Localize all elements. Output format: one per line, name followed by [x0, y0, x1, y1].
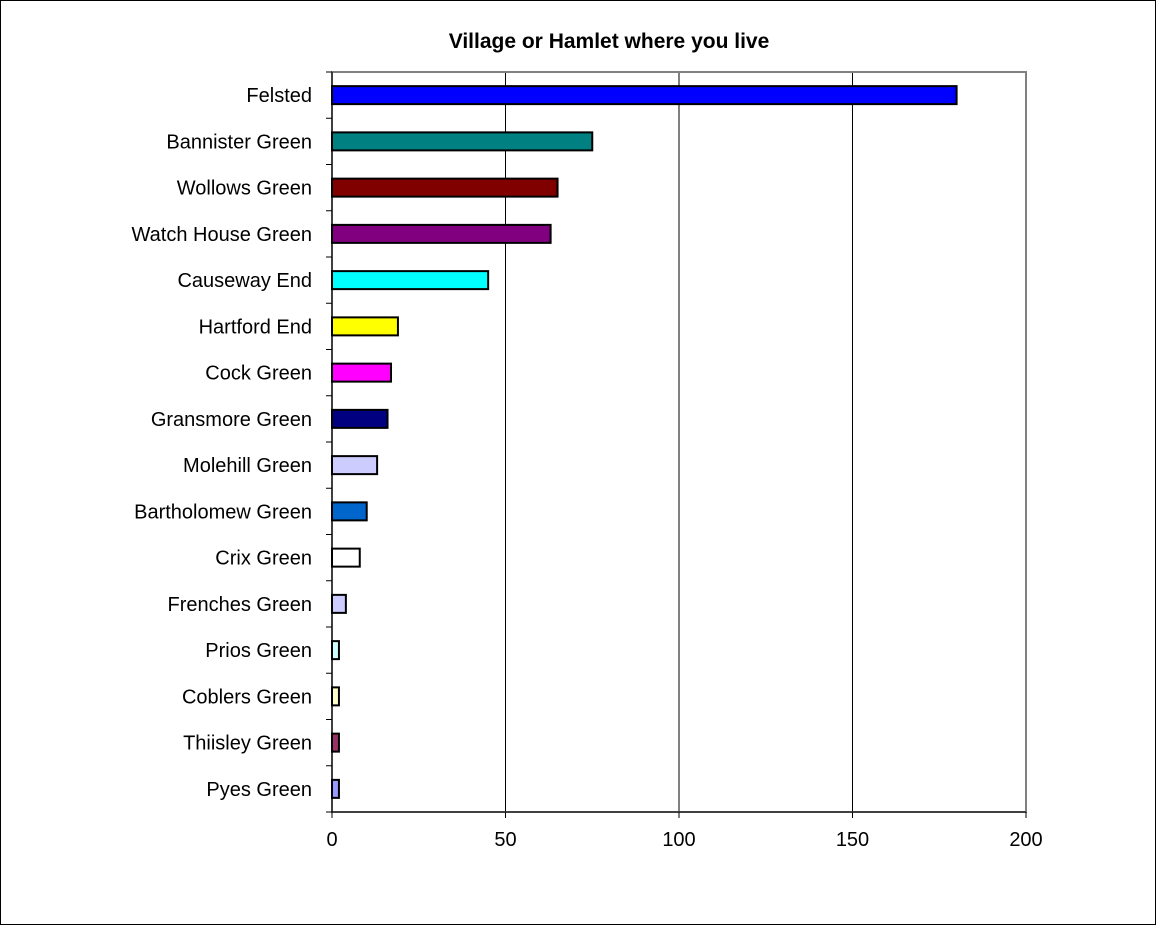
x-tick-label-0: 0 — [326, 829, 337, 851]
bar-9 — [331, 501, 368, 522]
category-label-13: Coblers Green — [182, 686, 312, 708]
bar-0 — [331, 85, 958, 106]
chart-title: Village or Hamlet where you live — [449, 30, 770, 53]
category-label-6: Cock Green — [205, 363, 312, 385]
category-labels: Felsted Bannister Green Wollows Green Watch… — [132, 85, 312, 801]
x-tick-label-4: 200 — [1009, 829, 1042, 851]
axes — [326, 71, 1027, 818]
bar-6 — [331, 362, 392, 383]
category-label-0: Felsted — [246, 85, 312, 107]
bar-8 — [331, 455, 379, 476]
x-tick-label-2: 100 — [662, 829, 695, 851]
x-tick-label-1: 50 — [494, 829, 516, 851]
category-label-7: Gransmore Green — [151, 409, 312, 431]
bar-2 — [331, 177, 559, 198]
category-label-5: Hartford End — [199, 316, 312, 338]
tick-labels: 0 50 100 150 200 — [326, 829, 1042, 851]
category-label-4: Causeway End — [177, 270, 312, 292]
category-label-11: Frenches Green — [167, 594, 312, 616]
bar-7 — [331, 408, 389, 429]
bar-10 — [331, 547, 361, 568]
bar-5 — [331, 316, 399, 337]
bars — [331, 85, 958, 799]
bar-15 — [331, 778, 340, 799]
category-label-12: Prios Green — [205, 640, 312, 662]
bar-11 — [331, 593, 347, 614]
x-tick-label-3: 150 — [836, 829, 869, 851]
category-label-15: Pyes Green — [206, 779, 312, 801]
bar-1 — [331, 131, 594, 152]
category-label-14: Thiisley Green — [183, 733, 312, 755]
bar-3 — [331, 223, 552, 244]
bar-4 — [331, 270, 490, 291]
category-label-8: Molehill Green — [183, 455, 312, 477]
category-label-9: Bartholomew Green — [134, 501, 312, 523]
bar-14 — [331, 732, 340, 753]
category-label-3: Watch House Green — [132, 224, 312, 246]
bar-12 — [331, 640, 340, 661]
category-label-1: Bannister Green — [166, 131, 312, 153]
bar-13 — [331, 686, 340, 707]
category-label-2: Wollows Green — [177, 178, 312, 200]
category-label-10: Crix Green — [215, 548, 312, 570]
